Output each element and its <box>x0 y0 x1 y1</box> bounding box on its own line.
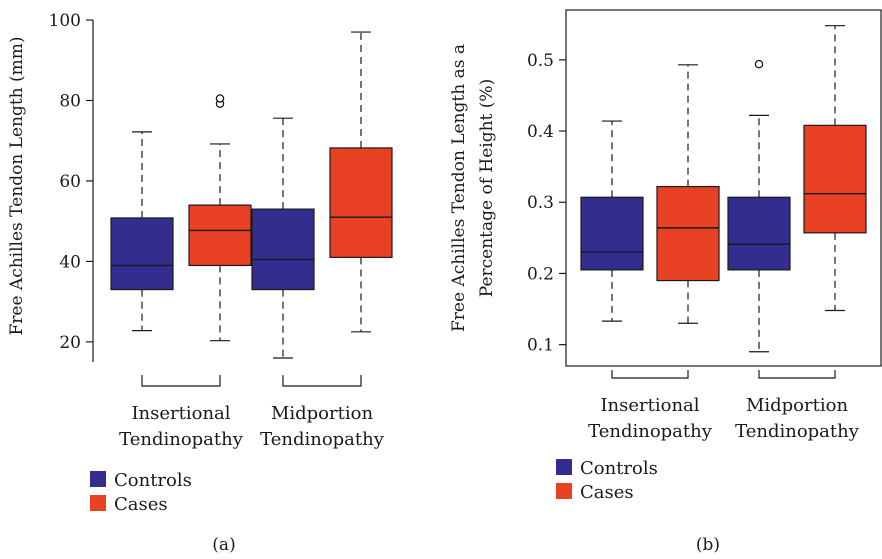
group-label: Midportion <box>746 395 849 416</box>
controls-box <box>110 131 174 332</box>
panel-label: (b) <box>696 535 720 555</box>
legend-item: Controls <box>556 458 658 479</box>
legend-swatch <box>556 459 572 475</box>
legend-item: Controls <box>90 470 192 491</box>
cases-box <box>656 64 720 324</box>
legend-item: Cases <box>90 494 168 515</box>
legend-label: Cases <box>580 482 634 503</box>
group-label: Midportion <box>271 403 374 424</box>
y-axis-label: Free Achilles Tendon Length (mm) <box>7 36 27 335</box>
y-axis-label-line: Percentage of Height (%) <box>477 79 497 297</box>
panel-b: 0.1 0.2 0.3 0.4 0.5 Free Achilles Tendon Leng… <box>449 9 882 555</box>
controls-box <box>727 59 791 353</box>
box-iqr <box>727 196 791 271</box>
outlier-point <box>754 59 764 69</box>
box-iqr <box>188 204 252 267</box>
box-iqr <box>110 217 174 291</box>
outlier-point <box>215 94 225 103</box>
cases-box <box>188 94 252 342</box>
y-tick-label: 0.1 <box>527 336 554 356</box>
controls-box <box>580 120 644 322</box>
y-tick-label: 20 <box>59 333 81 353</box>
controls-box <box>251 117 315 359</box>
group-bracket <box>611 370 689 379</box>
legend-label: Controls <box>580 458 658 479</box>
y-axis-label-line: Free Achilles Tendon Length as a <box>449 44 469 332</box>
plot-frame <box>565 9 882 367</box>
y-tick-label: 60 <box>59 172 81 192</box>
box-iqr <box>803 124 867 234</box>
y-tick-label: 0.3 <box>527 193 554 213</box>
y-tick-label: 100 <box>49 11 81 31</box>
group-label: Insertional <box>131 403 230 424</box>
group-bracket <box>282 375 362 387</box>
legend-swatch <box>90 471 106 487</box>
box-iqr <box>656 185 720 282</box>
y-tick-label: 80 <box>59 91 81 111</box>
group-bracket <box>758 370 836 379</box>
legend-swatch <box>556 483 572 499</box>
cases-box <box>803 25 867 312</box>
y-tick-label: 0.2 <box>527 264 554 284</box>
group-label: Tendinopathy <box>735 421 860 442</box>
group-label: Tendinopathy <box>260 429 385 450</box>
panel-a: 20 40 60 80 100 Free Achilles Tendon Length (… <box>7 11 393 555</box>
y-tick-label: 40 <box>59 252 81 272</box>
cases-box <box>329 31 393 333</box>
y-tick-label: 0.5 <box>527 51 554 71</box>
legend-item: Cases <box>556 482 634 503</box>
legend-label: Controls <box>114 470 192 491</box>
legend-label: Cases <box>114 494 168 515</box>
box-iqr <box>580 196 644 271</box>
group-label: Tendinopathy <box>588 421 713 442</box>
box-iqr <box>329 147 393 258</box>
group-label: Tendinopathy <box>119 429 244 450</box>
legend-swatch <box>90 495 106 511</box>
box-iqr <box>251 208 315 291</box>
y-tick-label: 0.4 <box>527 122 554 142</box>
group-label: Insertional <box>600 395 699 416</box>
panel-label: (a) <box>212 535 235 555</box>
group-bracket <box>141 375 221 387</box>
